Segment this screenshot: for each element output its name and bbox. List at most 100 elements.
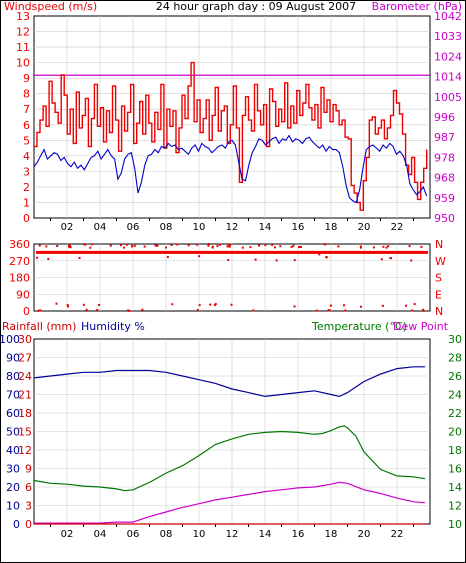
direction-point — [420, 245, 423, 248]
barometer-tick-label: 1033 — [434, 30, 462, 43]
humidity-tick-label: 10 — [6, 500, 20, 513]
top-x-tick-label: 14 — [259, 222, 272, 233]
humidity-tick-label: 80 — [6, 370, 20, 383]
windspeed-tick-label: 12 — [16, 26, 30, 39]
direction-point — [359, 246, 362, 249]
humidity-tick-label: 90 — [6, 352, 20, 365]
direction-point — [230, 303, 233, 306]
direction-tick-label: 360 — [9, 238, 30, 251]
direction-compass-label: W — [435, 255, 446, 268]
direction-point — [109, 244, 112, 247]
barometer-tick-label: 1014 — [434, 71, 462, 84]
direction-point — [359, 245, 362, 248]
rainfall-axis-label: Rainfall (mm) — [2, 320, 76, 333]
direction-point — [214, 302, 217, 305]
direction-point — [218, 243, 221, 246]
bottom-x-tick-label: 02 — [61, 529, 74, 540]
temperature-tick-label: 22 — [448, 407, 462, 420]
direction-point — [207, 243, 210, 246]
temperature-tick-label: 24 — [448, 389, 462, 402]
barometer-tick-label: 978 — [434, 151, 455, 164]
windspeed-tick-label: 13 — [16, 10, 30, 23]
direction-point — [196, 309, 199, 312]
direction-point — [170, 243, 173, 246]
direction-compass-label: S — [435, 272, 442, 285]
windspeed-tick-label: 9 — [23, 72, 30, 85]
direction-point — [330, 304, 333, 307]
direction-point — [271, 243, 274, 246]
direction-point — [273, 246, 276, 249]
direction-point — [187, 244, 190, 247]
bottom-x-tick-label: 08 — [160, 529, 173, 540]
direction-point — [227, 258, 230, 261]
direction-point — [249, 246, 252, 249]
temperature-tick-label: 30 — [448, 333, 462, 346]
barometer-tick-label: 950 — [434, 212, 455, 225]
direction-point — [133, 244, 136, 247]
direction-point — [290, 245, 293, 248]
dewpoint-axis-label: Dew Point — [393, 320, 449, 333]
bottom-x-tick-label: 20 — [358, 529, 371, 540]
direction-point — [196, 243, 199, 246]
direction-point — [69, 246, 72, 249]
direction-point — [123, 246, 126, 249]
rainfall-tick-label: 15 — [18, 426, 32, 439]
direction-point — [299, 245, 302, 248]
direction-point — [207, 244, 210, 247]
windspeed-tick-label: 6 — [23, 119, 30, 132]
direction-point — [344, 309, 347, 312]
rainfall-tick-label: 12 — [18, 444, 32, 457]
humidity-tick-label: 20 — [6, 481, 20, 494]
direction-point — [91, 243, 94, 246]
rainfall-tick-label: 18 — [18, 407, 32, 420]
direction-point — [141, 308, 144, 311]
direction-point — [229, 243, 232, 246]
direction-point — [380, 258, 383, 261]
direction-compass-label: E — [435, 288, 442, 301]
direction-compass-label: N — [435, 305, 443, 318]
direction-point — [56, 244, 59, 247]
direction-point — [422, 309, 425, 312]
temperature-tick-label: 18 — [448, 444, 462, 457]
direction-point — [337, 245, 340, 248]
direction-point — [209, 303, 212, 306]
direction-point — [67, 244, 70, 247]
temperature-tick-label: 16 — [448, 463, 462, 476]
windspeed-gust-line — [34, 61, 428, 211]
direction-point — [264, 244, 267, 247]
direction-point — [241, 246, 244, 249]
direction-point — [275, 259, 278, 262]
humidity-line — [33, 366, 425, 398]
windspeed-average-line — [33, 134, 428, 204]
top-x-tick-label: 22 — [391, 222, 404, 233]
direction-point — [318, 253, 321, 256]
windspeed-tick-label: 5 — [23, 134, 30, 147]
top-x-tick-label: 08 — [160, 222, 173, 233]
temperature-tick-label: 28 — [448, 352, 462, 365]
direction-point — [143, 245, 146, 248]
windspeed-tick-label: 1 — [23, 196, 30, 209]
direction-point — [128, 309, 131, 312]
windspeed-tick-label: 11 — [16, 41, 30, 54]
direction-point — [408, 245, 411, 248]
direction-point — [36, 256, 39, 259]
barometer-tick-label: 968 — [434, 172, 455, 185]
direction-point — [154, 244, 157, 247]
direction-point — [211, 245, 214, 248]
barometer-tick-label: 996 — [434, 111, 455, 124]
direction-point — [411, 309, 414, 312]
direction-point — [85, 308, 88, 311]
windspeed-tick-label: 2 — [23, 181, 30, 194]
windspeed-axis-label: Windspeed (m/s) — [4, 0, 97, 13]
direction-point — [343, 304, 346, 307]
rainfall-tick-label: 0 — [25, 518, 32, 531]
direction-point — [226, 245, 229, 248]
direction-point — [82, 303, 85, 306]
direction-point — [126, 309, 129, 312]
windspeed-tick-label: 10 — [16, 57, 30, 70]
direction-point — [227, 244, 230, 247]
dewpoint-line — [34, 481, 426, 524]
rainfall-tick-label: 9 — [25, 463, 32, 476]
direction-point — [254, 258, 257, 261]
